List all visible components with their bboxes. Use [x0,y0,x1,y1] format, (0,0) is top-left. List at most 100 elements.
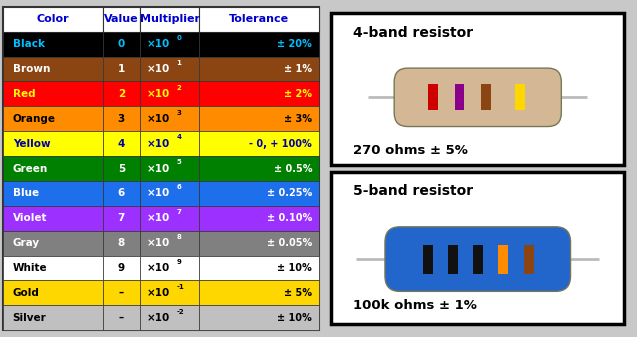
Text: Silver: Silver [13,313,47,323]
Bar [3,156,103,181]
Bar [482,84,491,111]
Text: 100k ohms ± 1%: 100k ohms ± 1% [353,300,476,312]
Bar [140,82,199,106]
Bar [140,131,199,156]
Text: ± 3%: ± 3% [284,114,312,124]
Text: 4: 4 [176,134,182,141]
Text: 8: 8 [118,238,125,248]
FancyBboxPatch shape [385,227,571,292]
Text: 2: 2 [176,85,182,91]
Text: ×10: ×10 [147,163,170,174]
Bar [199,255,318,280]
Text: 9: 9 [118,263,125,273]
Text: –: – [119,313,124,323]
Text: Violet: Violet [13,213,47,223]
Text: 7: 7 [176,209,182,215]
Text: ×10: ×10 [147,64,170,74]
Bar [140,280,199,305]
Text: ± 2%: ± 2% [284,89,312,99]
Text: ± 20%: ± 20% [278,39,312,49]
Bar [103,231,140,255]
Bar [3,82,103,106]
Text: ×10: ×10 [147,238,170,248]
Text: Value: Value [104,14,139,24]
Bar [140,7,199,32]
Bar [199,156,318,181]
Text: Orange: Orange [13,114,55,124]
Bar [103,106,140,131]
Text: 4-band resistor: 4-band resistor [353,26,473,40]
Text: Tolerance: Tolerance [229,14,289,24]
Text: White: White [13,263,47,273]
Text: ± 5%: ± 5% [284,288,312,298]
Bar [515,84,525,111]
FancyBboxPatch shape [394,68,561,126]
Bar [473,245,483,274]
Text: 5-band resistor: 5-band resistor [353,184,473,198]
Bar [3,106,103,131]
Text: Brown: Brown [13,64,50,74]
Text: Blue: Blue [13,188,39,198]
Text: 3: 3 [118,114,125,124]
Bar [448,245,458,274]
Bar [140,156,199,181]
Text: 7: 7 [118,213,125,223]
Bar [3,7,103,32]
Text: Green: Green [13,163,48,174]
Text: 270 ohms ± 5%: 270 ohms ± 5% [353,144,468,157]
Text: 5: 5 [118,163,125,174]
Bar [3,280,103,305]
Bar [428,84,438,111]
Text: ×10: ×10 [147,263,170,273]
Bar [103,181,140,206]
Text: 8: 8 [176,234,182,240]
Bar [3,32,103,57]
Text: ± 0.05%: ± 0.05% [267,238,312,248]
Bar [199,32,318,57]
Bar [103,280,140,305]
Bar [3,305,103,330]
Bar [103,255,140,280]
Bar [3,181,103,206]
Bar [140,255,199,280]
Bar [140,57,199,82]
Text: Gold: Gold [13,288,39,298]
Bar [331,172,624,324]
Bar [103,156,140,181]
Text: ×10: ×10 [147,213,170,223]
Bar [3,131,103,156]
Bar [524,245,534,274]
Text: ×10: ×10 [147,188,170,198]
Text: ×10: ×10 [147,39,170,49]
Bar [103,206,140,231]
Bar [3,57,103,82]
Bar [199,305,318,330]
Bar [103,305,140,330]
Bar [455,84,464,111]
Text: 4: 4 [118,139,125,149]
Text: 1: 1 [176,60,182,66]
Bar [103,32,140,57]
Text: 1: 1 [118,64,125,74]
Bar [3,206,103,231]
Text: 0: 0 [118,39,125,49]
Bar [497,245,508,274]
Text: Color: Color [36,14,69,24]
Text: Red: Red [13,89,35,99]
Text: 3: 3 [176,110,182,116]
Text: Gray: Gray [13,238,39,248]
Text: Yellow: Yellow [13,139,50,149]
Bar [331,13,624,165]
Bar [423,245,433,274]
Text: Black: Black [13,39,45,49]
Bar [199,106,318,131]
Text: - 0, + 100%: - 0, + 100% [250,139,312,149]
Bar [199,231,318,255]
Bar [103,131,140,156]
Text: ± 10%: ± 10% [278,313,312,323]
Bar [103,7,140,32]
Bar [199,280,318,305]
Bar [199,82,318,106]
Text: 9: 9 [176,259,182,265]
Text: 0: 0 [176,35,182,41]
